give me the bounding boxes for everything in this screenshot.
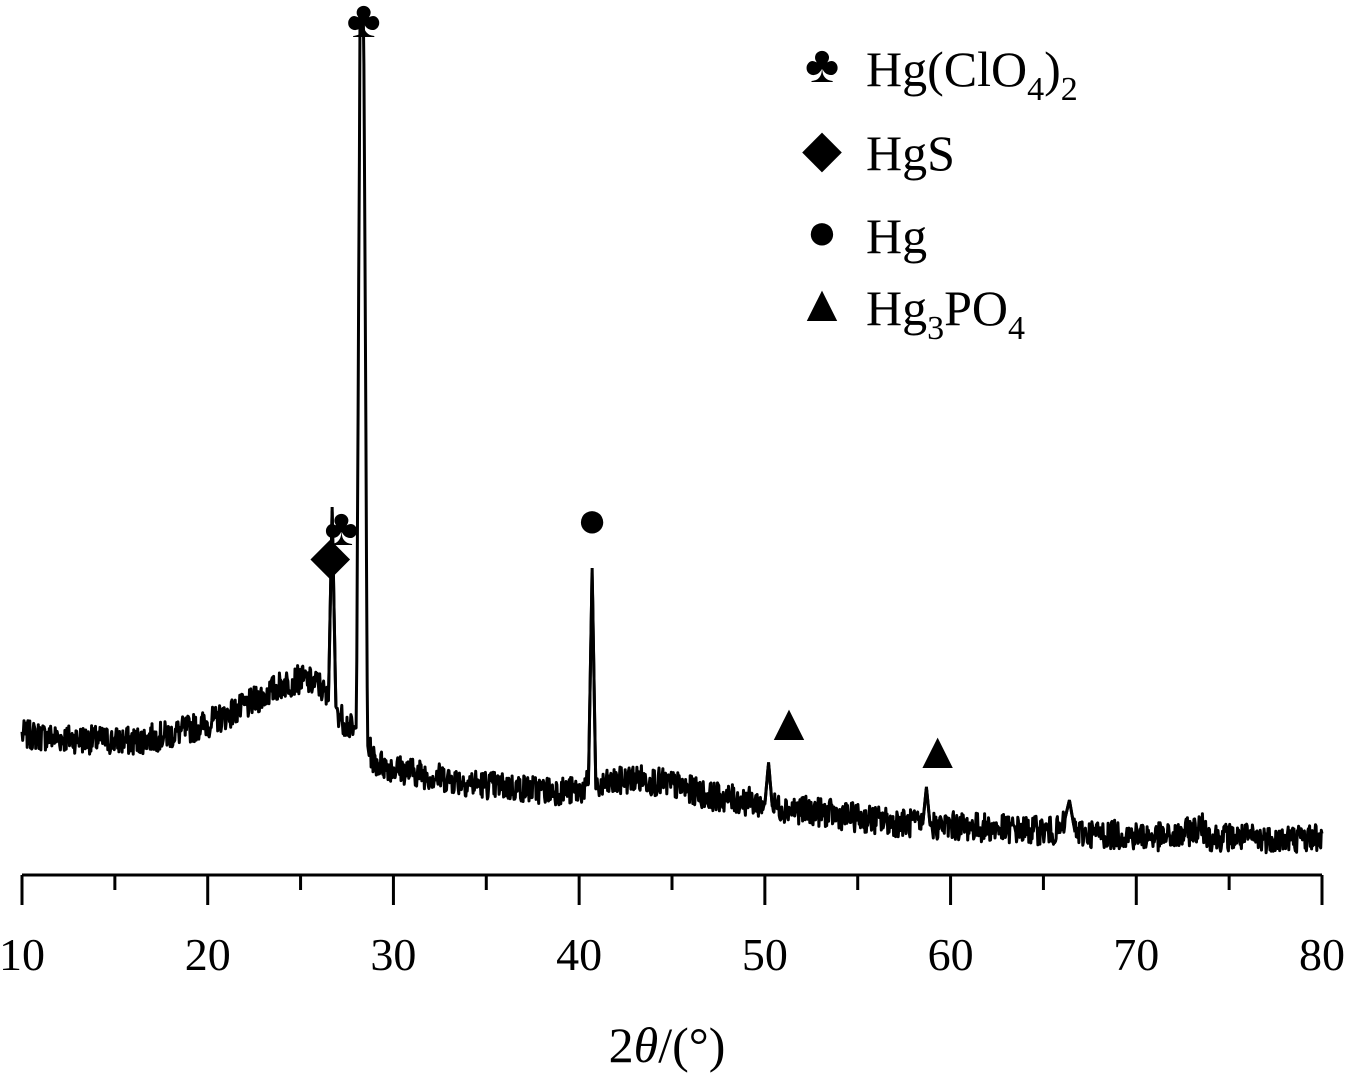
x-axis: 10 20 30 40 50 60 70 80 [0,873,1345,980]
legend: ♣ Hg(ClO4)2 ◆ HgS ● Hg ▲ Hg3PO4 [796,37,1078,347]
legend-item: ♣ Hg(ClO4)2 [805,37,1078,108]
x-tick-label: 20 [185,929,231,980]
x-tick-label: 50 [742,929,788,980]
x-tick-label: 40 [556,929,602,980]
legend-label: Hg3PO4 [866,280,1025,347]
x-tick-label: 30 [370,929,416,980]
peak-line [1060,799,1077,833]
legend-label: Hg [866,208,927,264]
club-peak-marker: ♣ [324,500,358,557]
peak-line [921,786,932,826]
legend-item: ▲ Hg3PO4 [796,276,1025,347]
diamond-legend-marker: ◆ [802,121,842,178]
circle-legend-marker: ● [806,204,837,261]
peak-line [586,568,598,789]
triangle-peak-marker: ▲ [763,695,814,752]
x-tick-label: 60 [928,929,974,980]
peak-line [763,762,774,807]
legend-item: ● Hg [806,204,927,264]
x-tick-label: 80 [1299,929,1345,980]
legend-label: Hg(ClO4)2 [866,41,1078,108]
legend-item: ◆ HgS [802,121,955,181]
diamond-peak-marker: ◆ [310,528,350,585]
xrd-pattern-line [20,11,1324,855]
x-axis-title: 2θ/(°) [609,1017,726,1073]
triangle-legend-marker: ▲ [796,276,847,333]
club-legend-marker: ♣ [805,37,839,94]
x-tick-label: 10 [0,929,45,980]
circle-peak-marker: ● [576,492,607,549]
x-tick-label: 70 [1113,929,1159,980]
peak-annotations: ◆♣♣●▲ ▲ [310,0,1077,833]
triangle-peak-marker: ▲ [912,723,963,780]
peak-line [326,506,338,707]
club-peak-marker: ♣ [347,0,381,49]
legend-label: HgS [866,125,955,181]
